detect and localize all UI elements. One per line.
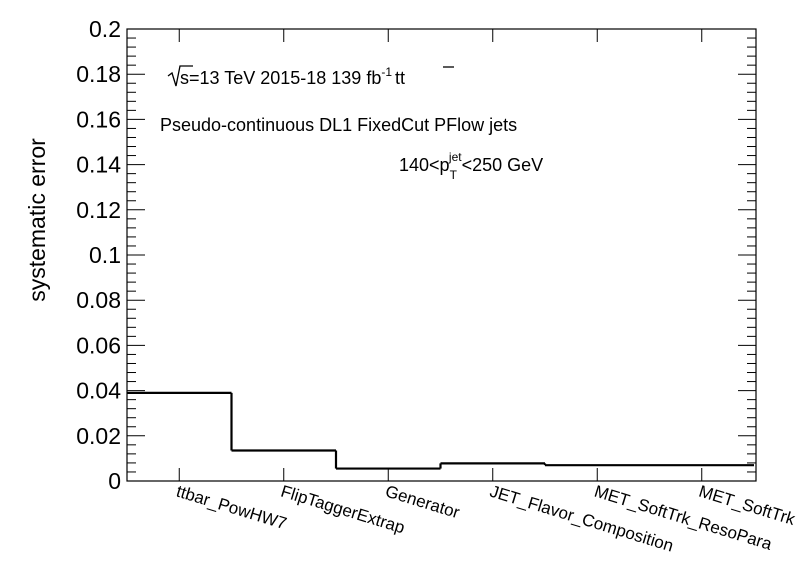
tagger-annotation: Pseudo-continuous DL1 FixedCut PFlow jet… [160,115,517,135]
process-label: tt [395,68,405,88]
y-tick-label: 0.14 [76,152,121,178]
pt-subscript: T [450,168,458,182]
data-series [127,391,754,470]
energy-annotation: s=13 TeV 2015-18 139 fb-1 tt [167,65,454,88]
y-tick-label: 0.08 [76,287,121,313]
y-tick-label: 0.02 [76,423,121,449]
y-tick-label: 0.04 [76,378,121,404]
pt-superscript: jet [448,150,462,164]
y-tick-label: 0.12 [76,197,121,223]
y-axis-ticks [127,28,756,482]
energy-text: s=13 TeV 2015-18 139 fb-1 tt [180,65,405,88]
y-tick-label: 0.18 [76,61,121,87]
pt-range-annotation: 140<pTjet<250 GeV [399,150,543,182]
y-tick-label: 0 [108,468,121,494]
y-axis-label: systematic error [24,138,50,302]
x-axis-ticks [178,29,703,481]
y-tick-label: 0.1 [89,242,121,268]
y-tick-label: 0.2 [89,16,121,42]
y-tick-label: 0.06 [76,332,121,358]
y-tick-label: 0.16 [76,106,121,132]
pt-high: <250 GeV [462,155,544,175]
lumi-exponent: -1 [381,65,392,79]
sqrt-symbol [167,65,193,87]
y-axis-tick-labels: 0 0.02 0.04 0.06 0.08 0.1 0.12 0.14 0.16 0.18 0.2 [76,16,121,494]
